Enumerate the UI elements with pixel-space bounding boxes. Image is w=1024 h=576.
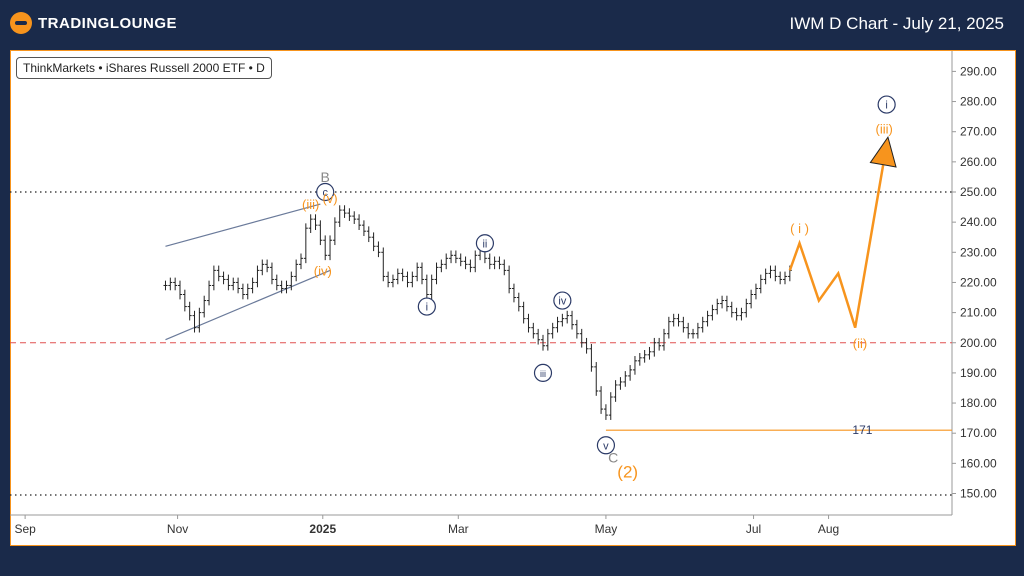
- channel-lower-line: [165, 269, 331, 341]
- y-tick-label: 160.00: [960, 456, 997, 470]
- header: TRADINGLOUNGE IWM D Chart - July 21, 202…: [0, 0, 1024, 50]
- x-tick-label: Nov: [167, 522, 188, 536]
- logo-text: TRADINGLOUNGE: [38, 14, 177, 32]
- chart-title: IWM D Chart - July 21, 2025: [789, 14, 1004, 33]
- chart-frame: [10, 50, 1016, 546]
- wave-label: ( i ): [790, 221, 809, 236]
- wave-label: B: [321, 169, 330, 185]
- y-tick-label: 270.00: [960, 125, 997, 139]
- x-tick-label: Mar: [448, 522, 469, 536]
- y-tick-label: 260.00: [960, 155, 997, 169]
- x-tick-label: 2025: [309, 522, 336, 536]
- x-tick-label: May: [595, 522, 618, 536]
- y-tick-label: 190.00: [960, 366, 997, 380]
- wave-label: iv: [558, 296, 566, 308]
- wave-label: (iii): [876, 122, 893, 137]
- wave-label: c: [322, 187, 328, 199]
- support-label: 171: [852, 423, 872, 437]
- logo: TRADINGLOUNGE: [10, 12, 177, 34]
- wave-label: iii: [540, 369, 546, 379]
- wave-label: i: [426, 302, 428, 314]
- y-tick-label: 220.00: [960, 275, 997, 289]
- projection-arrow-head: [869, 135, 897, 168]
- source-label: ThinkMarkets • iShares Russell 2000 ETF …: [16, 57, 272, 79]
- y-tick-label: 230.00: [960, 245, 997, 259]
- y-tick-label: 170.00: [960, 426, 997, 440]
- wave-label-circle: [417, 297, 436, 316]
- wave-label: ii: [482, 238, 487, 250]
- x-tick-label: Sep: [14, 522, 36, 536]
- y-tick-label: 210.00: [960, 306, 997, 320]
- wave-label: i: [885, 100, 887, 112]
- y-tick-label: 290.00: [960, 64, 997, 78]
- y-tick-label: 200.00: [960, 336, 997, 350]
- channel-upper-line: [165, 203, 321, 247]
- wave-label-circle: [533, 363, 553, 382]
- wave-label: (iv): [314, 263, 332, 278]
- y-tick-label: 240.00: [960, 215, 997, 229]
- y-tick-label: 280.00: [960, 95, 997, 109]
- wave-label: (ii): [853, 336, 867, 351]
- y-tick-label: 150.00: [960, 487, 997, 501]
- x-tick-label: Aug: [818, 522, 839, 536]
- y-tick-label: 250.00: [960, 185, 997, 199]
- wave-label: (2): [617, 462, 638, 481]
- wave-label: C: [608, 449, 618, 465]
- logo-icon: [10, 12, 32, 34]
- wave-label-circle: [475, 234, 495, 253]
- projection-path: [788, 158, 886, 329]
- wave-label: (iii): [302, 197, 319, 212]
- wave-label-circle: [877, 95, 896, 114]
- wave-label-circle: [553, 291, 572, 310]
- wave-label: v: [603, 440, 609, 452]
- y-tick-label: 180.00: [960, 396, 997, 410]
- wave-label-circle: [316, 182, 335, 202]
- wave-label: (v): [322, 191, 337, 206]
- x-tick-label: Jul: [746, 522, 761, 536]
- wave-label-circle: [596, 436, 616, 455]
